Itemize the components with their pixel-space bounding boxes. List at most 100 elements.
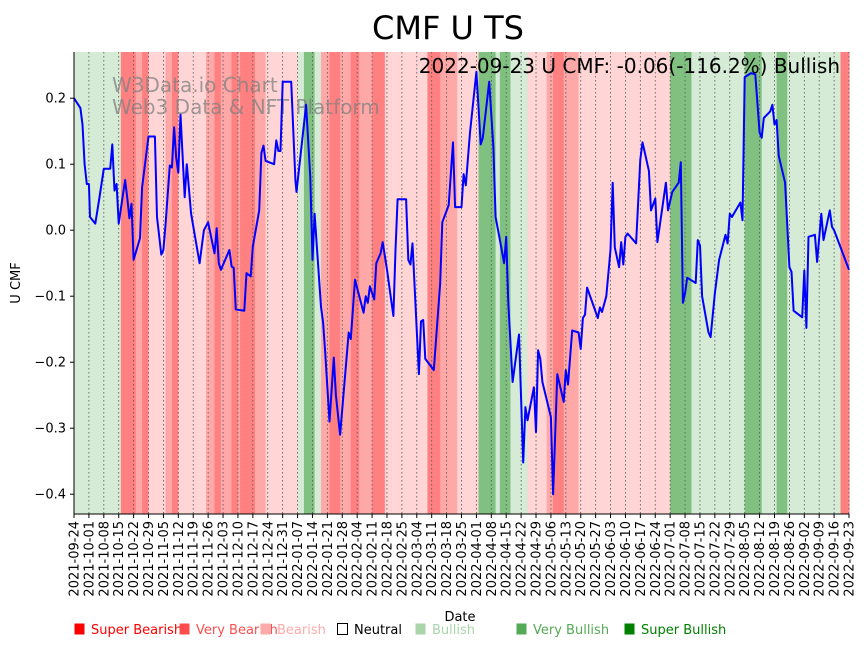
band-very-bearish	[206, 52, 216, 514]
x-tick-label: 2021-10-01	[82, 521, 97, 597]
x-tick-label: 2022-01-28	[336, 521, 351, 597]
legend-label: Bullish	[432, 623, 475, 638]
x-tick-label: 2021-09-24	[68, 521, 83, 597]
band-very-bearish	[135, 52, 143, 514]
legend-item: Super Bullish	[624, 623, 726, 638]
x-tick-label: 2022-09-23	[843, 521, 858, 597]
legend-item: Neutral	[337, 623, 402, 638]
y-axis-label: U CMF	[9, 262, 24, 303]
y-tick-label: −0.1	[34, 290, 66, 305]
x-tick-label: 2022-02-18	[380, 521, 395, 597]
x-tick-label: 2021-10-15	[112, 521, 127, 597]
x-tick-label: 2022-03-25	[455, 521, 470, 597]
band-super-bearish	[427, 52, 441, 514]
band-very-bullish	[303, 52, 316, 514]
x-tick-label: 2022-09-09	[813, 521, 828, 597]
band-very-bearish	[220, 52, 233, 514]
x-tick-label: 2022-06-03	[604, 521, 619, 597]
x-tick-label: 2022-07-22	[708, 521, 723, 597]
band-very-bearish	[254, 52, 267, 514]
band-very-bullish	[670, 52, 692, 514]
band-bullish	[691, 52, 746, 514]
legend-item: Very Bullish	[516, 623, 609, 638]
x-tick-label: 2022-02-04	[351, 521, 366, 597]
x-tick-label: 2021-11-26	[202, 521, 217, 597]
x-tick-label: 2022-04-22	[515, 521, 530, 597]
x-tick-label: 2021-10-29	[142, 521, 157, 597]
legend: Super Bearish Very Bearish Bearish Neutral B…	[74, 623, 726, 638]
band-very-bullish	[478, 52, 497, 514]
x-tick-label: 2021-12-03	[217, 521, 232, 597]
x-tick-label: 2022-02-11	[366, 521, 381, 597]
band-super-bearish	[214, 52, 222, 514]
x-tick-label: 2022-01-21	[321, 521, 336, 597]
x-tick-label: 2022-01-07	[291, 521, 306, 597]
x-tick-label: 2022-03-11	[425, 521, 440, 597]
band-very-bearish	[546, 52, 554, 514]
legend-label: Neutral	[354, 623, 402, 638]
band-very-bearish	[359, 52, 373, 514]
band-very-bearish	[237, 52, 241, 514]
x-tick-label: 2022-07-01	[664, 521, 679, 597]
x-tick-label: 2022-01-14	[306, 521, 321, 597]
band-very-bullish	[499, 52, 511, 514]
legend-label: Very Bearish	[196, 623, 278, 638]
x-tick-label: 2021-11-19	[187, 521, 202, 597]
x-tick-label: 2022-06-17	[634, 521, 649, 597]
band-very-bullish	[776, 52, 788, 514]
watermark-line-2: Web3 Data & NFT Platform	[112, 95, 380, 119]
band-super-bearish	[120, 52, 137, 514]
y-tick-label: −0.4	[34, 488, 66, 503]
legend-swatch	[415, 623, 426, 635]
y-tick-label: 0.2	[45, 92, 66, 107]
x-tick-label: 2021-12-31	[276, 521, 291, 597]
background-bands	[74, 52, 850, 514]
x-tick-label: 2022-05-06	[544, 521, 559, 597]
band-bearish	[578, 52, 671, 514]
band-bearish	[527, 52, 548, 514]
legend-swatch	[337, 623, 348, 635]
x-tick-label: 2022-03-04	[410, 521, 425, 597]
legend-item: Bullish	[415, 623, 475, 638]
band-very-bearish	[440, 52, 458, 514]
band-bullish	[787, 52, 841, 514]
band-super-bearish	[240, 52, 256, 514]
x-tick-label: 2022-06-24	[649, 521, 664, 597]
x-tick-label: 2022-08-19	[768, 521, 783, 597]
x-tick-label: 2022-08-12	[753, 521, 768, 597]
x-tick-label: 2022-04-01	[470, 521, 485, 597]
legend-swatch	[516, 623, 527, 635]
x-tick-label: 2021-12-17	[246, 521, 261, 597]
x-tick-label: 2022-03-18	[440, 521, 455, 597]
band-bullish	[495, 52, 501, 514]
band-super-bearish	[372, 52, 386, 514]
band-very-bearish	[340, 52, 352, 514]
legend-label: Super Bullish	[641, 623, 726, 638]
band-super-bearish	[171, 52, 179, 514]
x-tick-label: 2021-11-12	[172, 521, 187, 597]
x-tick-label: 2021-10-08	[97, 521, 112, 597]
x-tick-label: 2022-08-26	[783, 521, 798, 597]
band-bullish	[510, 52, 529, 514]
band-very-bearish	[563, 52, 580, 514]
band-very-bearish	[320, 52, 330, 514]
axes: 2021-09-24 2021-10-01 2021-10-08 2021-10-15…	[34, 52, 858, 597]
x-axis-label: Date	[444, 610, 475, 625]
x-tick-label: 2022-04-15	[500, 521, 515, 597]
band-bullish	[761, 52, 778, 514]
x-tick-label: 2021-11-05	[157, 521, 172, 597]
band-bearish	[178, 52, 207, 514]
band-bearish	[148, 52, 167, 514]
legend-label: Very Bullish	[533, 623, 609, 638]
series-line-u-cmf	[73, 70, 850, 496]
band-bullish	[314, 52, 322, 514]
legend-swatch	[74, 623, 85, 635]
chart-title: CMF U TS	[372, 9, 524, 47]
band-bearish	[457, 52, 480, 514]
x-tick-label: 2022-09-16	[828, 521, 843, 597]
band-super-bearish	[329, 52, 341, 514]
watermark-line-1: W3Data.io Chart	[112, 73, 278, 97]
x-tick-label: 2022-07-29	[723, 521, 738, 597]
y-tick-label: −0.2	[34, 356, 66, 371]
